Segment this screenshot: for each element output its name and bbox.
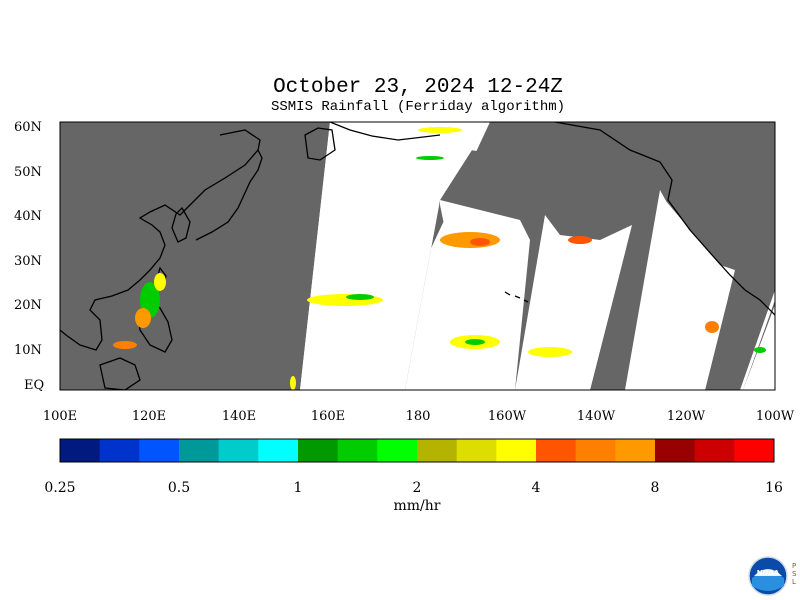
colorbar-ticks: 0.25 0.5 1 2 4 8 16 bbox=[44, 480, 783, 496]
rain-patch bbox=[705, 321, 719, 333]
lat-label: 60N bbox=[14, 120, 42, 135]
swath-strip-4 bbox=[625, 200, 735, 390]
colorbar-frame bbox=[59, 438, 775, 463]
lat-label: 50N bbox=[14, 165, 42, 180]
colorbar-tick-label: 4 bbox=[532, 480, 541, 496]
no-data-region-west bbox=[60, 122, 330, 390]
colorbar bbox=[60, 439, 775, 462]
swath-strip-1 bbox=[300, 122, 490, 390]
borneo-coastline bbox=[99, 357, 141, 390]
colorbar-swatch bbox=[60, 439, 101, 462]
lon-label: 100E bbox=[43, 409, 77, 424]
lat-label: 30N bbox=[14, 254, 42, 269]
colorbar-tick-label: 1 bbox=[294, 480, 303, 496]
colorbar-swatch bbox=[179, 439, 220, 462]
colorbar-tick-label: 0.5 bbox=[168, 480, 190, 496]
no-data-gap-2 bbox=[705, 265, 775, 390]
rain-patch bbox=[754, 347, 766, 353]
colorbar-unit-label: mm/hr bbox=[394, 498, 441, 514]
rain-patch bbox=[154, 273, 166, 291]
lat-label: 20N bbox=[14, 298, 42, 313]
rainfall-areas bbox=[113, 127, 766, 390]
rain-patch bbox=[135, 308, 151, 328]
colorbar-swatch bbox=[575, 439, 616, 462]
colorbar-swatch bbox=[258, 439, 299, 462]
lon-label: 120W bbox=[667, 409, 706, 424]
colorbar-swatch bbox=[417, 439, 458, 462]
asia-coastline bbox=[60, 129, 261, 351]
colorbar-swatch bbox=[615, 439, 656, 462]
map-title: October 23, 2024 12-24Z bbox=[273, 76, 563, 99]
rain-patch bbox=[470, 238, 490, 246]
map-content bbox=[60, 122, 775, 390]
rain-patch bbox=[418, 127, 462, 133]
rain-patch bbox=[346, 294, 374, 300]
lon-label: 160E bbox=[311, 409, 345, 424]
rain-patch bbox=[440, 232, 500, 248]
rain-patch bbox=[290, 376, 296, 390]
lon-label: 100W bbox=[756, 409, 795, 424]
noaa-logo: NOAA bbox=[748, 556, 788, 596]
rain-patch bbox=[568, 236, 592, 244]
lon-label: 140W bbox=[577, 409, 616, 424]
map-frame bbox=[59, 121, 776, 391]
rain-patch bbox=[113, 341, 137, 349]
lon-label: 140E bbox=[222, 409, 256, 424]
rain-patch bbox=[528, 347, 572, 357]
colorbar-swatch bbox=[218, 439, 259, 462]
coastlines bbox=[60, 122, 775, 390]
hawaii-islands bbox=[504, 291, 529, 303]
alaska-coastline bbox=[329, 122, 441, 141]
colorbar-tick-label: 8 bbox=[651, 480, 660, 496]
korea-coastline bbox=[171, 206, 191, 243]
colorbar-swatch bbox=[337, 439, 378, 462]
lat-label: 10N bbox=[14, 343, 42, 358]
longitude-axis: 100E 120E 140E 160E 180 160W 140W 120W 1… bbox=[43, 409, 795, 424]
colorbar-swatch bbox=[536, 439, 577, 462]
colorbar-swatch bbox=[456, 439, 497, 462]
colorbar-swatch bbox=[694, 439, 735, 462]
kamchatka-coastline bbox=[304, 127, 336, 161]
lon-label: 180 bbox=[406, 409, 431, 424]
colorbar-tick-label: 0.25 bbox=[44, 480, 75, 496]
lon-label: 120E bbox=[132, 409, 166, 424]
rain-patch bbox=[416, 156, 444, 160]
logo-text: NOAA bbox=[757, 569, 780, 577]
no-data-lobe-2 bbox=[549, 160, 660, 259]
north-america-coastline bbox=[554, 122, 775, 316]
colorbar-tick-label: 16 bbox=[765, 480, 783, 496]
colorbar-swatch bbox=[99, 439, 140, 462]
lat-label: EQ bbox=[24, 378, 44, 393]
lon-label: 160W bbox=[488, 409, 527, 424]
colorbar-swatch bbox=[377, 439, 418, 462]
lat-label: 40N bbox=[14, 209, 42, 224]
japan-coastline bbox=[195, 149, 263, 241]
rain-patch bbox=[465, 339, 485, 345]
colorbar-swatch bbox=[139, 439, 180, 462]
swath-strip-3 bbox=[515, 215, 632, 390]
map-subtitle: SSMIS Rainfall (Ferriday algorithm) bbox=[270, 99, 566, 115]
colorbar-swatch bbox=[496, 439, 537, 462]
colorbar-swatch bbox=[734, 439, 775, 462]
colorbar-swatch bbox=[655, 439, 696, 462]
colorbar-swatch bbox=[298, 439, 339, 462]
latitude-axis: 60N 50N 40N 30N 20N 10N EQ bbox=[14, 120, 44, 393]
colorbar-tick-label: 2 bbox=[413, 480, 422, 496]
